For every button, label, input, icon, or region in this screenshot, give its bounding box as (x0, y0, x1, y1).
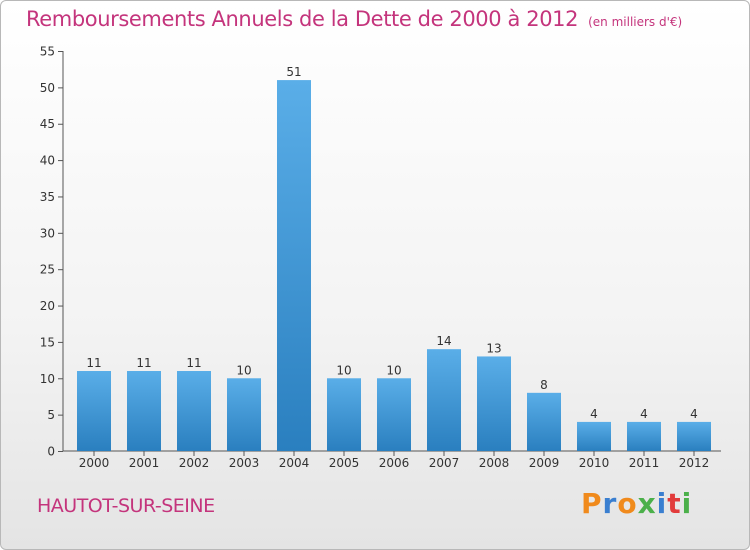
y-tick-label: 35 (40, 190, 55, 204)
logo-letter: o (617, 487, 638, 520)
chart-subtitle: (en milliers d'€) (588, 15, 683, 29)
logo-letter: r (602, 487, 618, 520)
logo-letter: x (637, 487, 657, 520)
commune-name: HAUTOT-SUR-SEINE (37, 495, 215, 517)
bar-value-label: 4 (640, 407, 648, 421)
y-tick-label: 0 (47, 445, 55, 459)
bar-value-label: 11 (136, 356, 151, 370)
bar (477, 356, 511, 451)
bar (577, 421, 611, 451)
bar (527, 392, 561, 451)
x-tick-label: 2006 (379, 456, 410, 470)
x-tick-label: 2004 (279, 456, 310, 470)
bar-value-label: 13 (486, 341, 501, 355)
x-tick-label: 2000 (79, 456, 110, 470)
x-tick-label: 2001 (129, 456, 160, 470)
bar-value-label: 10 (386, 363, 401, 377)
bar-value-label: 11 (86, 356, 101, 370)
x-tick-label: 2003 (229, 456, 260, 470)
bar (127, 371, 161, 451)
x-tick-label: 2005 (329, 456, 360, 470)
y-tick-label: 50 (40, 81, 55, 95)
y-tick-label: 5 (47, 408, 55, 422)
bar (277, 80, 311, 451)
logo-letter: t (667, 487, 682, 520)
bar (327, 378, 361, 451)
x-tick-label: 2007 (429, 456, 460, 470)
bar (177, 371, 211, 451)
y-tick-label: 45 (40, 117, 55, 131)
x-tick-label: 2011 (629, 456, 660, 470)
y-tick-label: 20 (40, 299, 55, 313)
bar-value-label: 4 (590, 407, 598, 421)
bar-value-label: 51 (286, 65, 301, 79)
x-tick-label: 2009 (529, 456, 560, 470)
y-tick-label: 30 (40, 226, 55, 240)
bar-value-label: 10 (236, 363, 251, 377)
bar (77, 371, 111, 451)
y-tick-label: 25 (40, 263, 55, 277)
x-tick-label: 2008 (479, 456, 510, 470)
bar (227, 378, 261, 451)
chart-title: Remboursements Annuels de la Dette de 20… (26, 7, 682, 31)
title-text: Remboursements Annuels de la Dette de 20… (26, 7, 579, 31)
bar (377, 378, 411, 451)
axes: 0 5 10 15 20 25 30 35 40 45 50 55 2000 2001 2002 2003 20… (40, 45, 721, 470)
y-tick-label: 40 (40, 154, 55, 168)
bar-value-label: 14 (436, 334, 451, 348)
bar-value-label: 8 (540, 378, 548, 392)
bar-value-label: 10 (336, 363, 351, 377)
logo-letter: i (656, 487, 668, 520)
x-tick-label: 2012 (679, 456, 710, 470)
proxiti-logo: Proxiti (581, 487, 692, 520)
y-tick-label: 15 (40, 335, 55, 349)
bar-value-label: 4 (690, 407, 698, 421)
bar (677, 421, 711, 451)
x-tick-label: 2010 (579, 456, 610, 470)
bars: 11 11 11 10 51 10 10 14 13 8 4 4 4 (77, 65, 711, 451)
bar (627, 421, 661, 451)
bar-value-label: 11 (186, 356, 201, 370)
logo-letter: i (681, 487, 693, 520)
logo-letter: P (581, 487, 603, 520)
y-tick-label: 10 (40, 372, 55, 386)
bar (427, 349, 461, 451)
x-tick-label: 2002 (179, 456, 210, 470)
y-tick-label: 55 (40, 45, 55, 59)
